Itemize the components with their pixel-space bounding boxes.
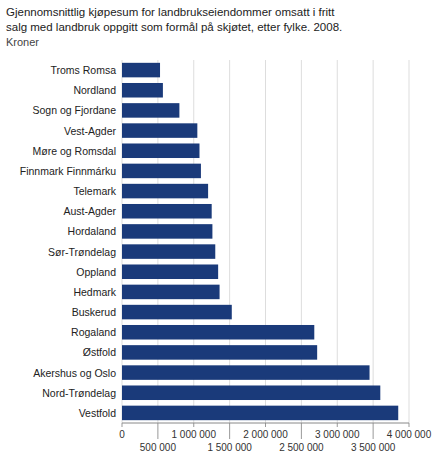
chart: Gjennomsnittlig kjøpesum for landbruksei… (0, 0, 437, 467)
bar (122, 63, 160, 78)
bars (122, 63, 398, 420)
bar (122, 285, 220, 300)
tick-label: 1 500 000 (207, 442, 252, 453)
tick-label: 0 (119, 429, 125, 440)
grid-line (373, 60, 374, 423)
category-label: Telemark (73, 185, 116, 197)
tick-mark (157, 423, 158, 439)
title-line: salg med landbruk oppgitt som formål på … (6, 21, 342, 33)
y-axis: Vestfold Nord-Trøndelag Akershus og Oslo Øs… (20, 64, 117, 419)
bar (122, 83, 163, 98)
bar (122, 385, 380, 400)
grid (122, 60, 409, 423)
bar (122, 224, 212, 239)
x-axis-line (122, 423, 409, 424)
x-axis: 0 500 000 1 000 000 1 500 000 2 000 000 2 500… (119, 423, 431, 453)
tick-label: 1 000 000 (172, 429, 217, 440)
tick-mark (301, 423, 302, 439)
category-label: Hordaland (68, 225, 117, 237)
bar (122, 345, 317, 360)
bar (122, 325, 314, 340)
bar (122, 365, 370, 380)
bar (122, 123, 197, 138)
category-label: Akershus og Oslo (33, 367, 116, 379)
category-label: Troms Romsa (50, 64, 116, 76)
bar (122, 164, 201, 179)
grid-line (409, 60, 410, 423)
category-label: Buskerud (72, 306, 117, 318)
tick-label: 2 500 000 (279, 442, 324, 453)
tick-mark (265, 423, 266, 427)
bar (122, 103, 179, 118)
tick-mark (193, 423, 194, 427)
bar (122, 204, 212, 219)
tick-label: 2 000 000 (243, 429, 288, 440)
tick-label: 3 500 000 (351, 442, 396, 453)
category-label: Oppland (76, 266, 116, 278)
tick-mark (229, 423, 230, 439)
title-line: Gjennomsnittlig kjøpesum for landbruksei… (6, 6, 335, 18)
category-label: Rogaland (71, 326, 116, 338)
tick-label: 500 000 (140, 442, 177, 453)
category-label: Vestfold (79, 407, 117, 419)
bar (122, 264, 218, 279)
title: Gjennomsnittlig kjøpesum for landbruksei… (6, 6, 342, 33)
category-label: Sør-Trøndelag (48, 246, 116, 258)
category-label: Vest-Agder (64, 125, 116, 137)
tick-mark (409, 423, 410, 427)
tick-mark (122, 423, 123, 427)
bar (122, 305, 232, 320)
category-label: Nord-Trøndelag (42, 387, 116, 399)
tick-label: 3 000 000 (315, 429, 360, 440)
subtitle: Kroner (6, 36, 39, 48)
category-label: Hedmark (73, 286, 116, 298)
category-label: Østfold (83, 346, 116, 358)
bar (122, 406, 398, 421)
category-label: Nordland (73, 84, 116, 96)
bar (122, 184, 208, 199)
category-label: Sogn og Fjordane (33, 104, 117, 116)
category-label: Aust-Agder (63, 205, 116, 217)
tick-label: 4 000 000 (387, 429, 432, 440)
tick-mark (337, 423, 338, 427)
bar (122, 244, 215, 259)
category-label: Møre og Romsdal (33, 145, 116, 157)
category-label: Finnmark Finnmárku (20, 165, 116, 177)
bar (122, 143, 199, 158)
tick-mark (373, 423, 374, 439)
